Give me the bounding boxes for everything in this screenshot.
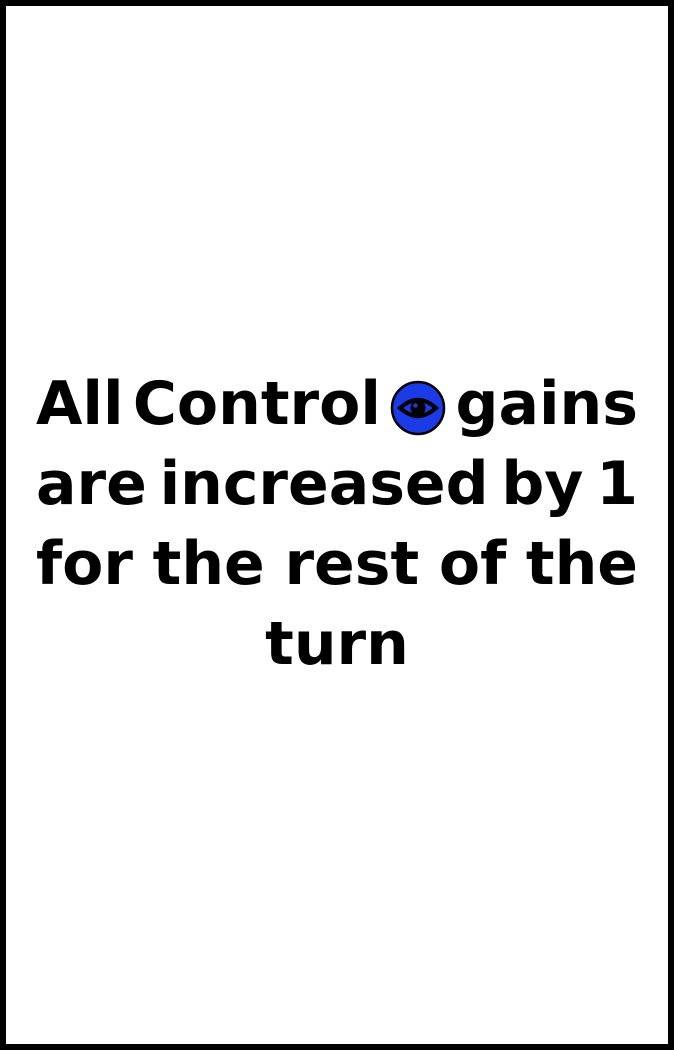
word-rest: rest	[284, 529, 420, 599]
effect-line-4: turn	[36, 604, 638, 684]
amount-value: 1	[596, 449, 638, 519]
card-effect-text: All Control gains are increased by 1 for…	[36, 364, 638, 684]
word-the: the	[152, 529, 265, 599]
word-by: by	[501, 449, 584, 519]
word-all: All	[36, 369, 124, 439]
word-of: of	[438, 529, 507, 599]
word-the-2: the	[525, 529, 638, 599]
effect-line-2: are increased by 1	[36, 444, 638, 524]
word-gains: gains	[455, 369, 638, 439]
eye-icon	[390, 376, 446, 436]
word-increased: increased	[159, 449, 489, 519]
effect-line-3: for the rest of the	[36, 524, 638, 604]
word-control: Control	[132, 369, 381, 439]
effect-line-1: All Control gains	[36, 364, 638, 444]
word-for: for	[36, 529, 133, 599]
word-turn: turn	[265, 609, 409, 679]
word-are: are	[36, 449, 147, 519]
